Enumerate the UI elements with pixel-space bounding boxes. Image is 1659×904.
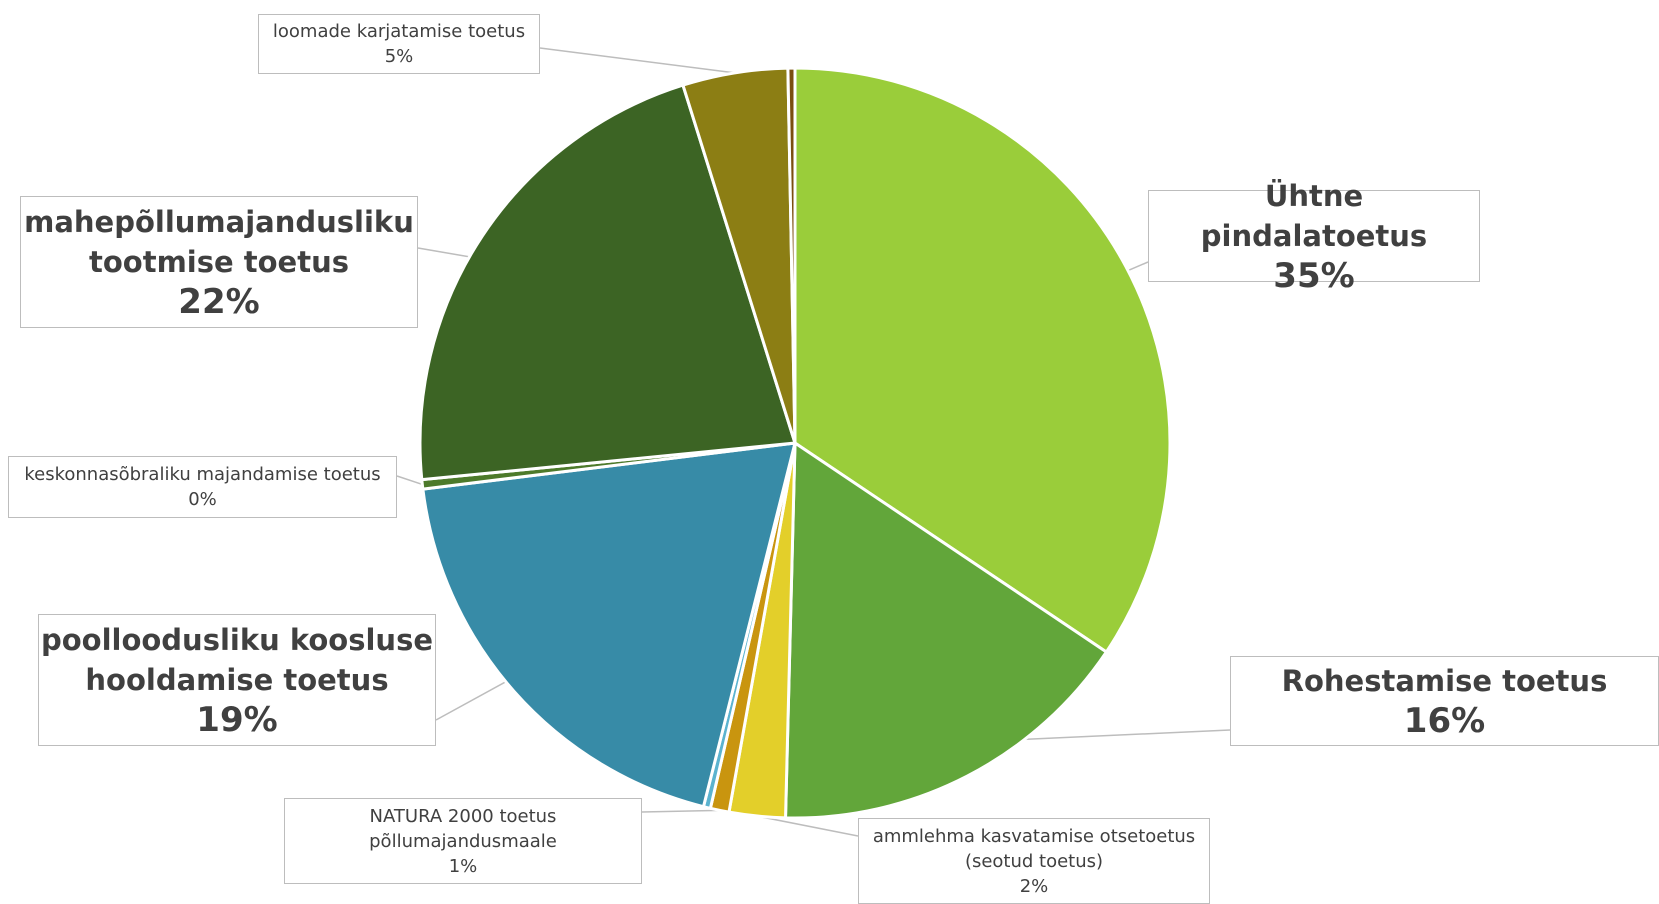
label-name-line-2: hooldamise toetus bbox=[85, 663, 389, 697]
label-rohestamise-toetus: Rohestamise toetus 16% bbox=[1230, 656, 1659, 746]
pie-slice-1 bbox=[784, 441, 1108, 820]
label-pct: 2% bbox=[1019, 875, 1049, 897]
leader-line-2 bbox=[756, 815, 859, 837]
label-name: keskonnasõbraliku majandamise toetus bbox=[24, 464, 381, 485]
label-name-line-2: põllumajandusmaale bbox=[369, 830, 557, 852]
label-pct: 1% bbox=[448, 855, 478, 877]
leader-line-8 bbox=[539, 47, 735, 74]
label-name-line-2: tootmise toetus bbox=[89, 245, 349, 279]
label-loomade-karjatamise: loomade karjatamise toetus 5% bbox=[258, 14, 540, 74]
pie-slice-5 bbox=[421, 441, 797, 809]
label-pct: 16% bbox=[1403, 701, 1486, 741]
leader-line-3 bbox=[641, 809, 720, 813]
label-pct: 22% bbox=[178, 282, 260, 322]
label-pct: 0% bbox=[188, 489, 217, 510]
label-name-line-1: poolloodusliku koosluse bbox=[40, 623, 434, 657]
leader-line-6 bbox=[396, 475, 423, 486]
label-keskonnasobraliku: keskonnasõbraliku majandamise toetus 0% bbox=[8, 456, 397, 518]
label-pct: 19% bbox=[196, 700, 278, 740]
pie-slices bbox=[418, 66, 1172, 820]
pie-slice-0 bbox=[793, 66, 1172, 654]
label-mahepollumajandusliku: mahepõllumajandusliku tootmise toetus 22… bbox=[20, 196, 418, 328]
label-name: loomade karjatamise toetus bbox=[272, 21, 526, 42]
label-name: Rohestamise toetus bbox=[1281, 664, 1608, 698]
pie-slice-7 bbox=[418, 83, 797, 482]
label-name-line-1: ammlehma kasvatamise otsetoetus bbox=[872, 825, 1196, 847]
label-uhtne-pindalatoetus: Ühtne pindalatoetus 35% bbox=[1148, 179, 1480, 296]
label-name-line-1: NATURA 2000 toetus bbox=[369, 805, 557, 827]
label-poolloodusliku-koosluse: poolloodusliku koosluse hooldamise toetu… bbox=[38, 614, 436, 746]
label-ammlehma-kasvatamise: ammlehma kasvatamise otsetoetus (seotud … bbox=[858, 818, 1210, 904]
label-name: Ühtne pindalatoetus bbox=[1200, 179, 1428, 253]
label-name-line-2: (seotud toetus) bbox=[964, 850, 1104, 872]
label-pct: 5% bbox=[384, 46, 414, 67]
label-natura-2000: NATURA 2000 toetus põllumajandusmaale 1% bbox=[284, 798, 642, 884]
pie-slice-9 bbox=[786, 66, 797, 445]
label-name-line-1: mahepõllumajandusliku bbox=[24, 205, 414, 239]
label-pct: 35% bbox=[1273, 256, 1355, 296]
